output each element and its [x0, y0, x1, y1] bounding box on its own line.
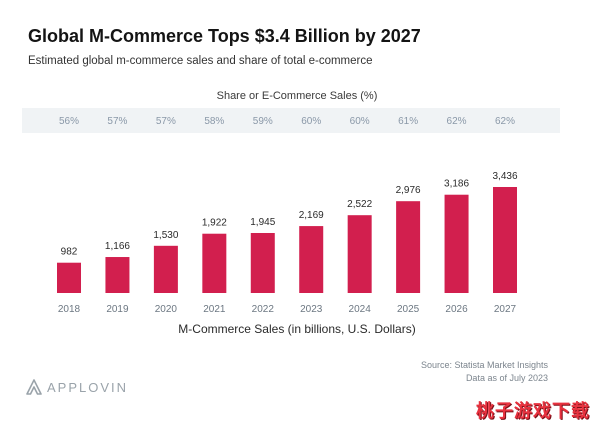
x-tick-label: 2019 — [106, 304, 129, 315]
bar — [153, 245, 178, 293]
chart-title: Global M-Commerce Tops $3.4 Billion by 2… — [28, 26, 421, 46]
x-axis-label: M-Commerce Sales (in billions, U.S. Doll… — [178, 322, 416, 336]
x-tick-label: 2018 — [58, 304, 81, 315]
bar — [57, 262, 81, 293]
x-tick-label: 2025 — [397, 304, 420, 315]
share-value-label: 57% — [107, 116, 127, 127]
logo-text: APPLOVIN — [47, 379, 129, 395]
x-tick-label: 2024 — [349, 304, 372, 315]
applovin-logo-icon — [26, 379, 42, 395]
share-value-label: 60% — [301, 116, 321, 127]
x-tick-label: 2022 — [252, 304, 275, 315]
bar — [444, 194, 469, 293]
bar — [105, 257, 130, 293]
bar-value-label: 1,530 — [153, 230, 178, 241]
share-value-label: 62% — [447, 116, 467, 127]
bar — [493, 187, 517, 293]
bar-value-label: 3,186 — [444, 179, 469, 190]
bar-value-label: 982 — [61, 247, 78, 258]
share-value-label: 59% — [253, 116, 273, 127]
share-value-label: 58% — [204, 116, 224, 127]
share-value-label: 60% — [350, 116, 370, 127]
x-tick-label: 2020 — [155, 304, 178, 315]
applovin-logo: APPLOVIN — [26, 379, 128, 395]
watermark-text: 桃子游戏下载 — [476, 401, 590, 421]
bar — [347, 215, 372, 293]
share-row-band — [22, 108, 560, 133]
bar-value-label: 2,976 — [396, 185, 421, 196]
bar-value-label: 1,166 — [105, 241, 130, 252]
bar-value-label: 1,945 — [250, 217, 275, 228]
share-row-title: Share or E-Commerce Sales (%) — [216, 90, 378, 102]
x-tick-label: 2027 — [494, 304, 517, 315]
source-note: Source: Statista Market Insights Data as… — [421, 359, 548, 385]
x-tick-label: 2021 — [203, 304, 226, 315]
bar — [396, 201, 421, 293]
chart-subtitle: Estimated global m-commerce sales and sh… — [28, 55, 373, 67]
x-tick-label: 2026 — [445, 304, 468, 315]
share-value-label: 62% — [495, 116, 515, 127]
x-tick-label: 2023 — [300, 304, 323, 315]
share-value-label: 57% — [156, 116, 176, 127]
bar — [202, 233, 227, 293]
bar-value-label: 2,169 — [299, 210, 324, 221]
bar-value-label: 2,522 — [347, 199, 372, 210]
bar — [250, 232, 275, 293]
bar-value-label: 3,436 — [492, 171, 517, 182]
bar-value-label: 1,922 — [202, 218, 227, 229]
data-date-line: Data as of July 2023 — [465, 373, 548, 383]
share-value-label: 56% — [59, 116, 79, 127]
share-value-label: 61% — [398, 116, 418, 127]
bar — [299, 226, 324, 293]
source-line: Source: Statista Market Insights — [420, 360, 548, 370]
